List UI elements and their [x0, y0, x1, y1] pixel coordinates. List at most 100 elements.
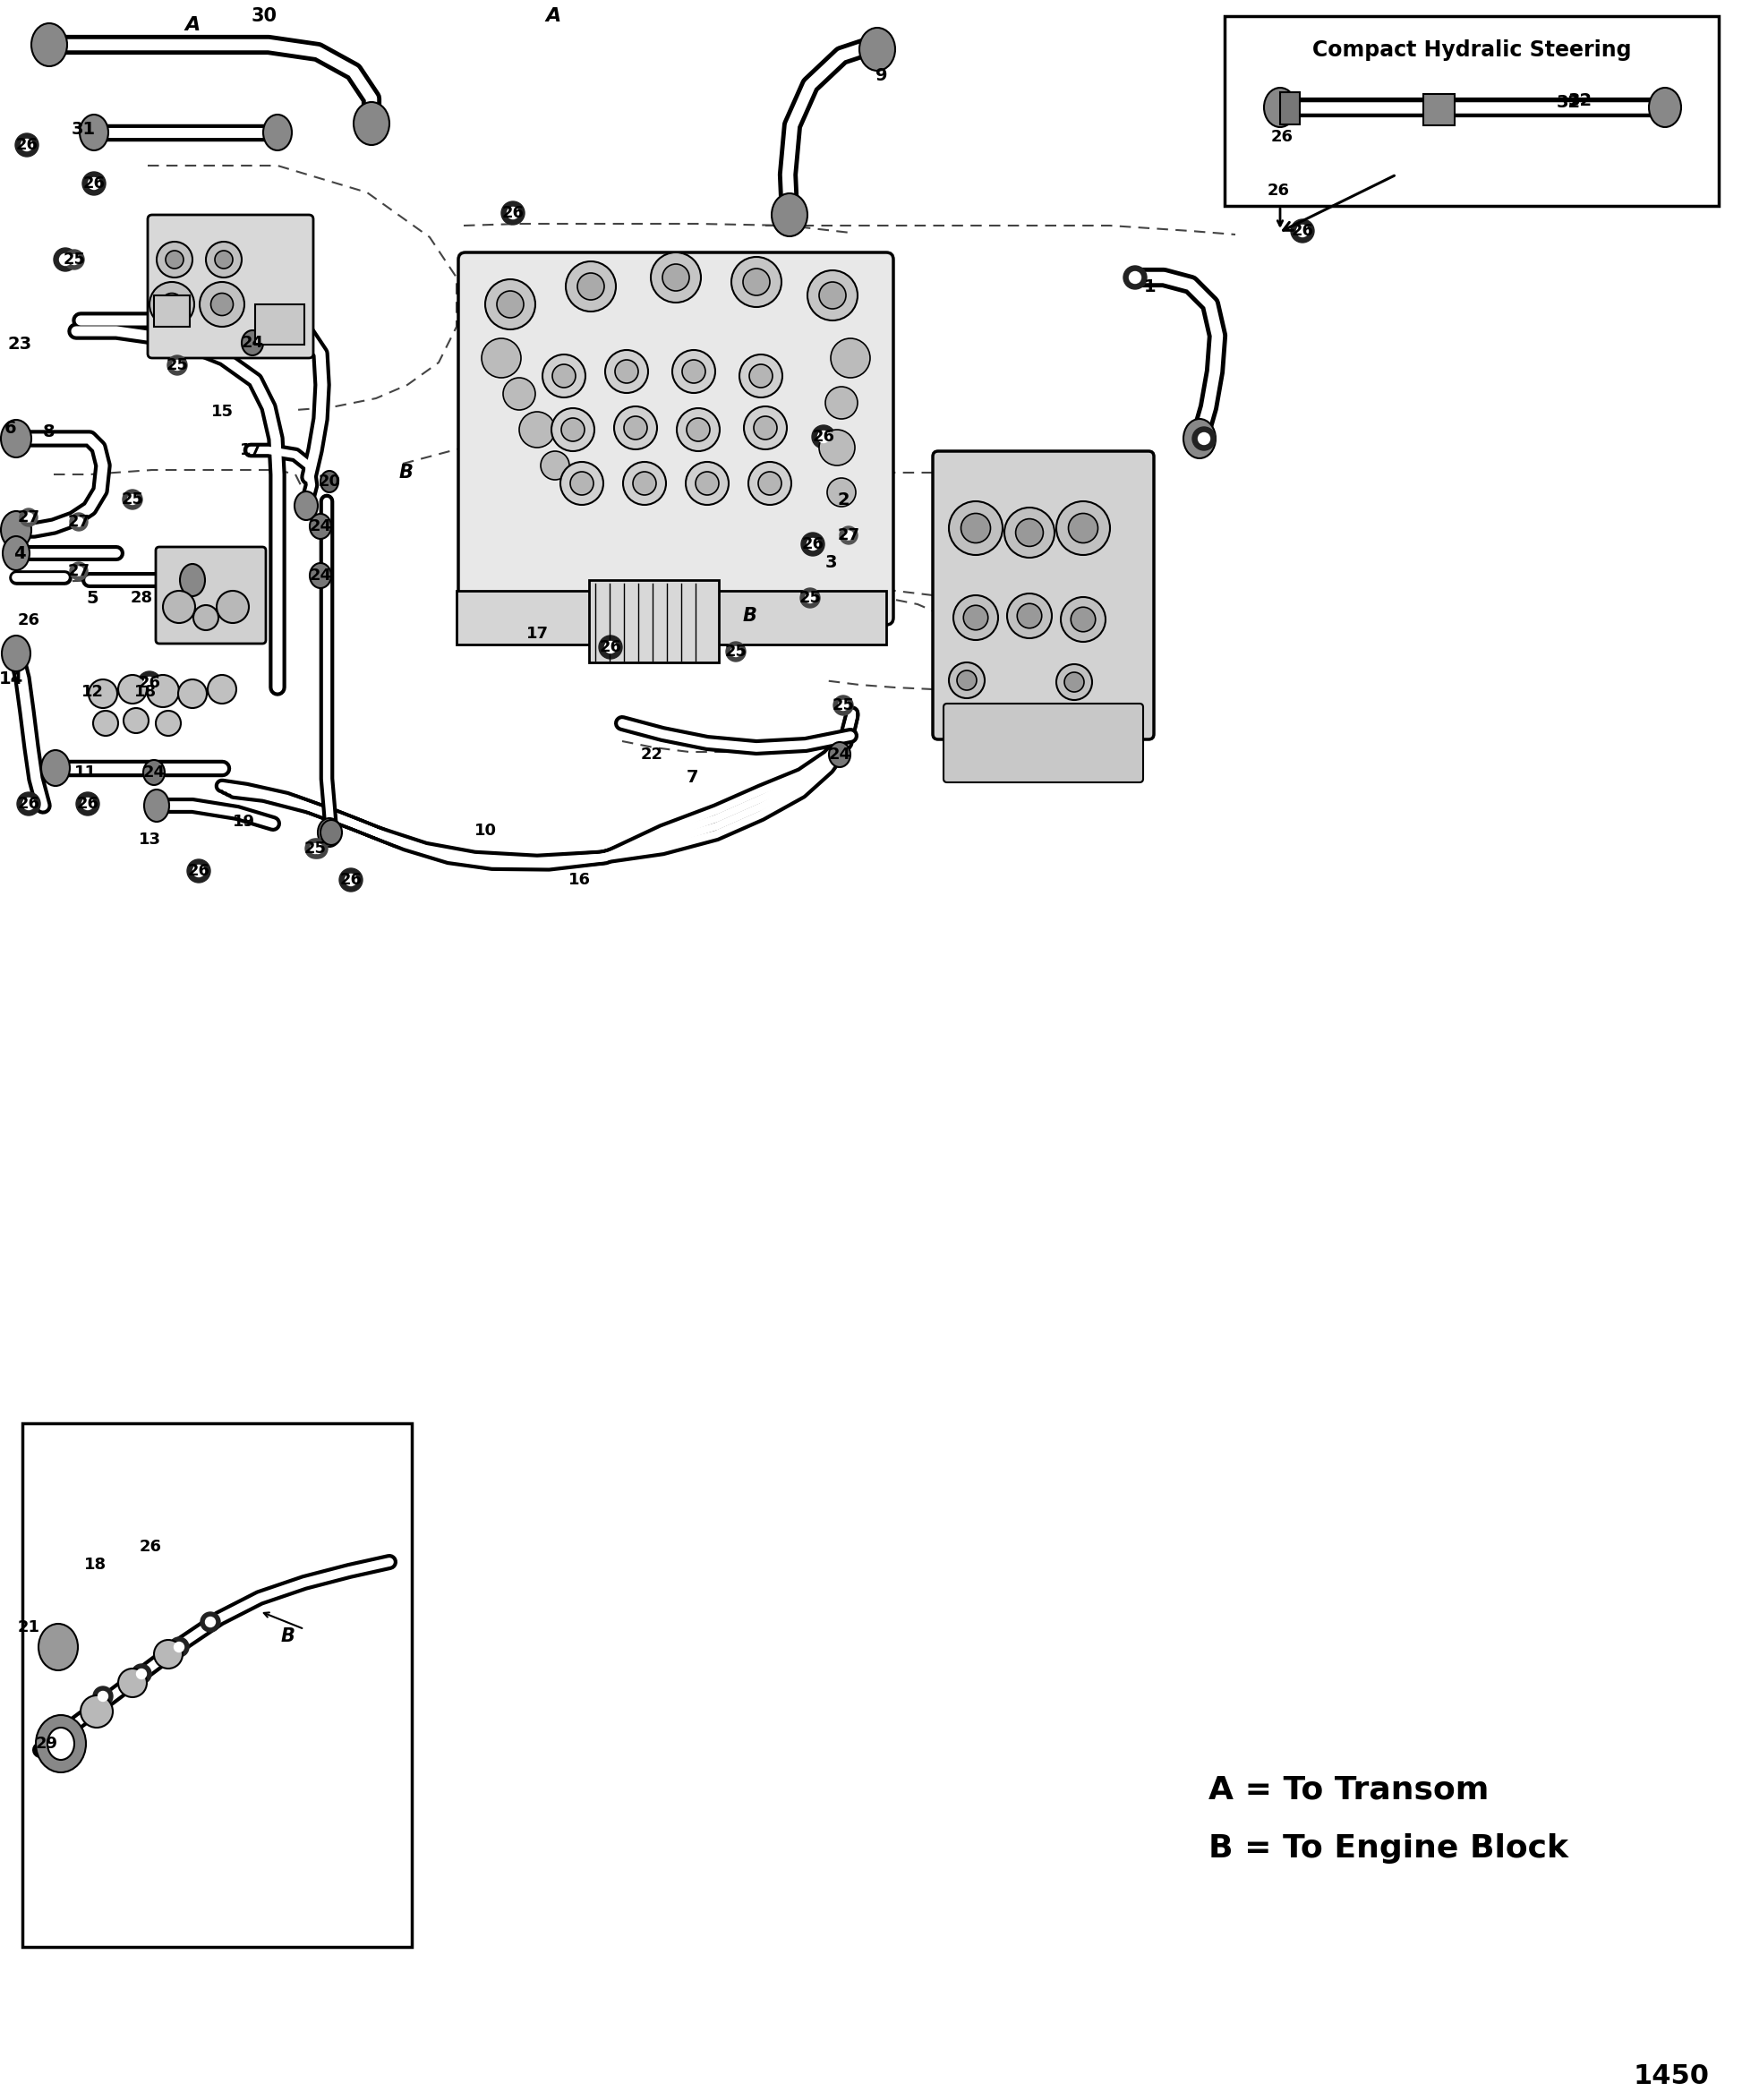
Circle shape	[503, 378, 535, 410]
Circle shape	[833, 695, 854, 716]
Ellipse shape	[321, 819, 341, 844]
Text: 22: 22	[641, 745, 664, 762]
Circle shape	[801, 533, 824, 556]
Circle shape	[24, 512, 33, 523]
Circle shape	[732, 256, 782, 307]
Ellipse shape	[179, 565, 206, 596]
Text: 25: 25	[122, 491, 143, 508]
Circle shape	[136, 1670, 146, 1678]
Text: 7: 7	[686, 769, 699, 785]
Text: 24: 24	[240, 334, 263, 351]
Circle shape	[615, 407, 657, 449]
Circle shape	[174, 1642, 185, 1653]
Bar	[1423, 94, 1455, 126]
Circle shape	[807, 538, 819, 550]
Ellipse shape	[38, 1623, 78, 1670]
Text: 16: 16	[568, 871, 591, 888]
Ellipse shape	[772, 193, 808, 237]
Circle shape	[1296, 225, 1308, 237]
Circle shape	[200, 1613, 219, 1632]
Circle shape	[1068, 512, 1097, 544]
Bar	[254, 304, 305, 344]
Text: 2: 2	[838, 491, 850, 508]
Circle shape	[632, 472, 657, 496]
Circle shape	[340, 867, 362, 892]
Text: 5: 5	[85, 590, 98, 607]
Circle shape	[82, 798, 94, 811]
Text: 26: 26	[502, 206, 524, 220]
Text: 10: 10	[474, 823, 496, 838]
Text: 9: 9	[876, 67, 888, 84]
Text: 17: 17	[526, 626, 549, 643]
Text: B: B	[399, 464, 413, 481]
Text: 26: 26	[16, 136, 38, 153]
Circle shape	[502, 202, 524, 225]
Circle shape	[1005, 508, 1054, 559]
Text: 26: 26	[1270, 128, 1293, 145]
Text: 28: 28	[131, 590, 153, 607]
Circle shape	[1017, 603, 1042, 628]
Circle shape	[164, 590, 195, 624]
Bar	[1280, 92, 1300, 124]
Text: 1450: 1450	[1634, 2064, 1711, 2090]
Circle shape	[749, 462, 791, 504]
Circle shape	[21, 139, 33, 151]
Text: 25: 25	[63, 252, 85, 267]
Circle shape	[92, 710, 118, 735]
Circle shape	[1124, 267, 1146, 290]
Ellipse shape	[1265, 88, 1296, 128]
Text: 3: 3	[824, 554, 836, 571]
Ellipse shape	[321, 470, 338, 491]
Text: 31: 31	[71, 122, 96, 139]
Circle shape	[1266, 179, 1289, 202]
Circle shape	[1056, 502, 1110, 554]
Circle shape	[956, 670, 977, 691]
Circle shape	[186, 859, 211, 882]
Circle shape	[16, 134, 38, 157]
Ellipse shape	[2, 420, 31, 458]
Circle shape	[1129, 271, 1141, 284]
Circle shape	[314, 844, 322, 853]
Circle shape	[82, 172, 106, 195]
Text: 30: 30	[251, 6, 277, 25]
Circle shape	[40, 1726, 77, 1762]
Circle shape	[496, 292, 524, 317]
Text: 26: 26	[599, 638, 622, 655]
Circle shape	[308, 838, 327, 859]
Ellipse shape	[859, 27, 895, 71]
Circle shape	[75, 517, 84, 527]
Text: B: B	[744, 607, 758, 626]
Text: 25: 25	[303, 840, 326, 857]
Circle shape	[552, 407, 594, 452]
Text: 26: 26	[1291, 223, 1313, 239]
Circle shape	[155, 710, 181, 735]
Circle shape	[127, 496, 138, 504]
Circle shape	[305, 838, 326, 859]
Circle shape	[118, 1670, 146, 1697]
Text: B = To Engine Block: B = To Engine Block	[1209, 1833, 1568, 1863]
Circle shape	[216, 590, 249, 624]
FancyBboxPatch shape	[155, 546, 267, 643]
Circle shape	[23, 798, 35, 811]
Ellipse shape	[1650, 88, 1681, 128]
Text: 24: 24	[143, 764, 165, 781]
Circle shape	[805, 592, 815, 603]
Text: A: A	[545, 6, 561, 25]
Text: 1: 1	[1144, 277, 1157, 294]
Text: A = To Transom: A = To Transom	[1209, 1774, 1489, 1806]
Ellipse shape	[310, 514, 331, 540]
Circle shape	[214, 250, 233, 269]
Circle shape	[98, 1691, 108, 1701]
Circle shape	[122, 489, 143, 510]
Text: 19: 19	[232, 813, 254, 830]
Text: 24: 24	[829, 745, 850, 762]
Circle shape	[949, 662, 984, 697]
Circle shape	[211, 294, 233, 315]
Circle shape	[570, 472, 594, 496]
Bar	[456, 590, 887, 645]
Ellipse shape	[145, 790, 169, 821]
Circle shape	[80, 1695, 113, 1728]
Circle shape	[744, 407, 787, 449]
Circle shape	[831, 338, 869, 378]
Text: 27: 27	[17, 510, 40, 525]
